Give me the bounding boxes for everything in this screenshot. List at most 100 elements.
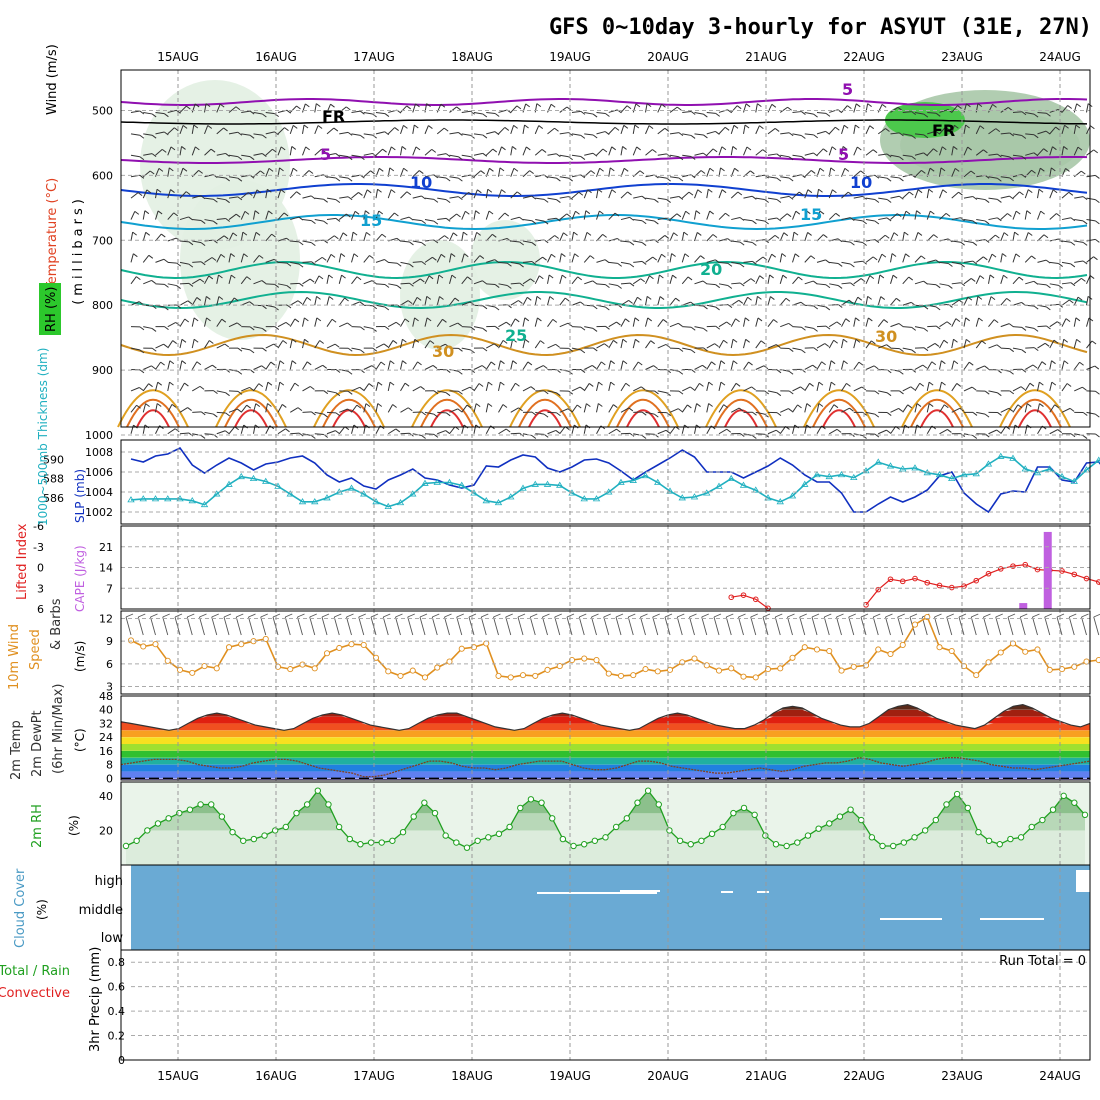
wind-barb-flag <box>628 613 636 618</box>
cloud-gap <box>620 890 660 892</box>
wind-barb-flag <box>468 613 477 618</box>
wind-barb-flag <box>311 435 316 439</box>
wind-barb-flag <box>605 113 610 117</box>
wind-barb-flag <box>482 134 488 139</box>
wind-barb <box>706 189 709 199</box>
slp-ytick: 1002 <box>85 506 113 519</box>
wind-barb-flag <box>1029 382 1035 387</box>
wind-barb-flag <box>574 253 579 258</box>
wind-barb-flag <box>659 296 665 300</box>
wind-barb-flag <box>163 258 169 263</box>
wind-barb <box>939 213 947 220</box>
wind-barb <box>792 232 795 242</box>
wind-barb <box>204 197 214 200</box>
wind-barb <box>828 339 835 349</box>
wind-barb-flag <box>665 429 671 434</box>
wind-speed-line-marker <box>201 663 208 670</box>
wind-barb <box>890 275 894 284</box>
wind-barb-flag <box>1021 135 1027 139</box>
wind-barb-flag <box>408 216 414 221</box>
wind-barb-flag <box>169 360 175 365</box>
thickness-line-marker <box>984 460 993 467</box>
wind-barb-flag <box>1079 361 1084 366</box>
wind-barb-flag <box>862 196 867 200</box>
axes-layer: 5006007008009001000100810061004100259058… <box>33 50 1091 1083</box>
wind-barb-flag <box>776 153 782 158</box>
rh-marker <box>1060 792 1067 800</box>
wind-barb-flag <box>1014 231 1019 236</box>
wind-barb <box>669 213 678 220</box>
wind-barb-flag <box>1003 274 1008 279</box>
rh-units-text: (%) <box>67 815 81 836</box>
wind-barb <box>1049 429 1058 435</box>
wind-barb-flag <box>249 110 255 115</box>
wind-barb <box>926 342 936 349</box>
wind-barb <box>902 424 906 434</box>
thickness-line-marker <box>249 474 258 482</box>
wind-barb <box>1061 299 1070 306</box>
wind-barb-flag <box>395 428 401 433</box>
wind-barb-flag <box>708 381 714 386</box>
wind-barb-flag <box>420 386 425 390</box>
wind-barb-flag <box>200 261 206 266</box>
wind-barb-flag <box>463 253 469 258</box>
wind-barb-flag <box>967 146 972 151</box>
wind-barb <box>828 321 838 328</box>
wind-barb-flag <box>163 131 169 136</box>
wind-barb-flag <box>160 233 166 238</box>
wind-barb-flag <box>970 278 976 282</box>
wind-barb <box>351 276 358 285</box>
wind-barb <box>890 106 899 113</box>
wind-barb <box>914 111 924 115</box>
wind-barb <box>811 616 818 636</box>
wind-barb-flag <box>578 191 584 196</box>
wind-barb-flag <box>438 274 444 279</box>
wind-barb-flag <box>470 134 475 139</box>
wind-barb-flag <box>885 613 893 618</box>
wind-barb-flag <box>1021 349 1027 354</box>
wind-barb-flag <box>536 103 542 107</box>
wind-barb-flag <box>721 189 727 194</box>
wind-barb-flag <box>622 338 628 343</box>
wind-barb-flag <box>800 386 805 391</box>
wind-barb <box>375 189 379 199</box>
wind-barb <box>970 616 977 636</box>
wind-barb <box>473 255 481 263</box>
wind-barb-flag <box>1082 242 1088 246</box>
wind-barb-flag <box>579 613 587 618</box>
wind-barb <box>694 383 700 392</box>
wind-barb <box>289 318 296 327</box>
wind-barb <box>473 170 482 178</box>
wind-barb-flag <box>922 364 928 369</box>
wind-barb <box>265 258 275 263</box>
wind-barb-flag <box>279 360 285 365</box>
wind-barb-flag <box>957 105 962 109</box>
wind-barb-flag <box>426 296 432 300</box>
wind-barb-flag <box>1091 340 1097 345</box>
wind-barb <box>877 274 881 284</box>
wind-barb-flag <box>699 382 704 387</box>
wind-barb-flag <box>451 274 457 279</box>
wind-barb <box>302 240 312 244</box>
rh-marker <box>804 832 812 839</box>
wind-barb <box>890 253 893 263</box>
wind-barb-flag <box>1057 429 1063 433</box>
wind-barb <box>755 275 761 285</box>
wind-barb <box>486 283 496 286</box>
wind-barb-flag <box>899 156 904 161</box>
wind-barb-flag <box>886 217 892 222</box>
rh-marker <box>303 801 311 808</box>
wind-barb <box>902 404 909 413</box>
wind-barb <box>424 197 434 200</box>
rh-key-swatch <box>39 283 61 335</box>
wind-barb-flag <box>739 241 745 246</box>
cloud-cover-fill <box>131 865 1090 950</box>
temp-ytick: 48 <box>99 690 113 703</box>
wind-barb-flag <box>541 149 547 153</box>
rh-marker <box>527 796 535 803</box>
wind-barb-flag <box>850 241 855 246</box>
wind-barb-flag <box>443 127 449 132</box>
wind-barb <box>204 125 209 135</box>
wind-barb-flag <box>843 124 849 129</box>
wind-barb-flag <box>282 340 288 344</box>
